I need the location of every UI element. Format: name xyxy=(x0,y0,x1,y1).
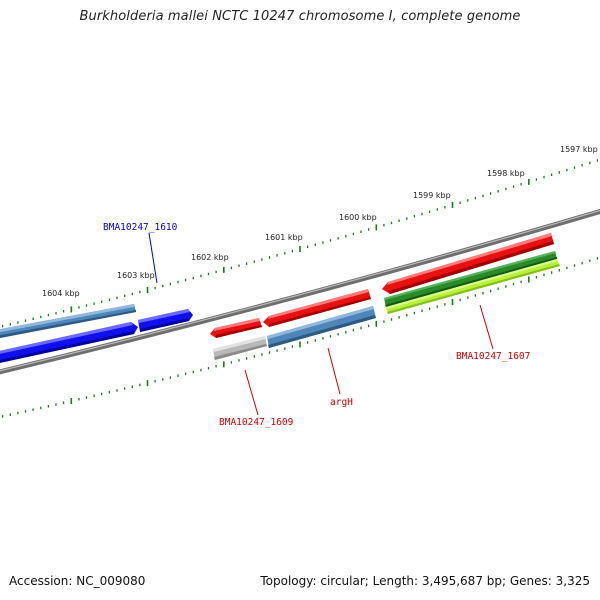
gene-bma10247-1609-pseudo[interactable] xyxy=(213,336,267,360)
gene-bma10247-1607-darkgreen[interactable] xyxy=(384,251,557,307)
gene-bma10247-1607-lightgreen[interactable] xyxy=(386,259,560,314)
gene-label-bma10247-1610[interactable]: BMA10247_1610 xyxy=(103,222,178,233)
scale-label-1602: 1602 kbp xyxy=(191,253,229,262)
gene-argh-red[interactable] xyxy=(263,289,371,327)
gene-label-bma10247-1609[interactable]: BMA10247_1609 xyxy=(219,417,294,428)
gene-bma10247-1607-red[interactable] xyxy=(382,233,554,294)
feature-steel-left[interactable] xyxy=(0,304,136,339)
scale-label-1600: 1600 kbp xyxy=(339,213,377,222)
scale-labels: 1597 kbp 1598 kbp 1599 kbp 1600 kbp 1601… xyxy=(42,145,598,298)
inner-scale-track xyxy=(1,257,599,418)
map-title: Burkholderia mallei NCTC 10247 chromosom… xyxy=(79,9,521,24)
gene-bma10247-1611[interactable] xyxy=(0,322,138,364)
gene-argh-steel[interactable] xyxy=(267,306,376,348)
genome-info-text: Topology: circular; Length: 3,495,687 bp… xyxy=(260,574,590,588)
leader-bma10247-1607 xyxy=(479,304,494,350)
scale-label-1597: 1597 kbp xyxy=(560,145,598,154)
gene-bma10247-1610[interactable] xyxy=(138,309,193,332)
chromosome-backbone xyxy=(0,208,600,375)
accession-text: Accession: NC_009080 xyxy=(9,574,146,588)
scale-label-1599: 1599 kbp xyxy=(413,191,451,200)
gene-label-argh[interactable]: argH xyxy=(330,397,353,408)
scale-label-1603: 1603 kbp xyxy=(117,271,155,280)
leader-bma10247-1610 xyxy=(148,232,158,284)
gene-label-bma10247-1607[interactable]: BMA10247_1607 xyxy=(456,351,530,362)
leader-bma10247-1609 xyxy=(244,369,259,416)
scale-label-1598: 1598 kbp xyxy=(487,169,525,178)
gene-bma10247-1609-red[interactable] xyxy=(210,318,262,338)
leader-argh xyxy=(327,347,341,395)
outer-scale-track xyxy=(1,159,599,328)
scale-label-1601: 1601 kbp xyxy=(265,233,303,242)
scale-label-1604: 1604 kbp xyxy=(42,289,80,298)
